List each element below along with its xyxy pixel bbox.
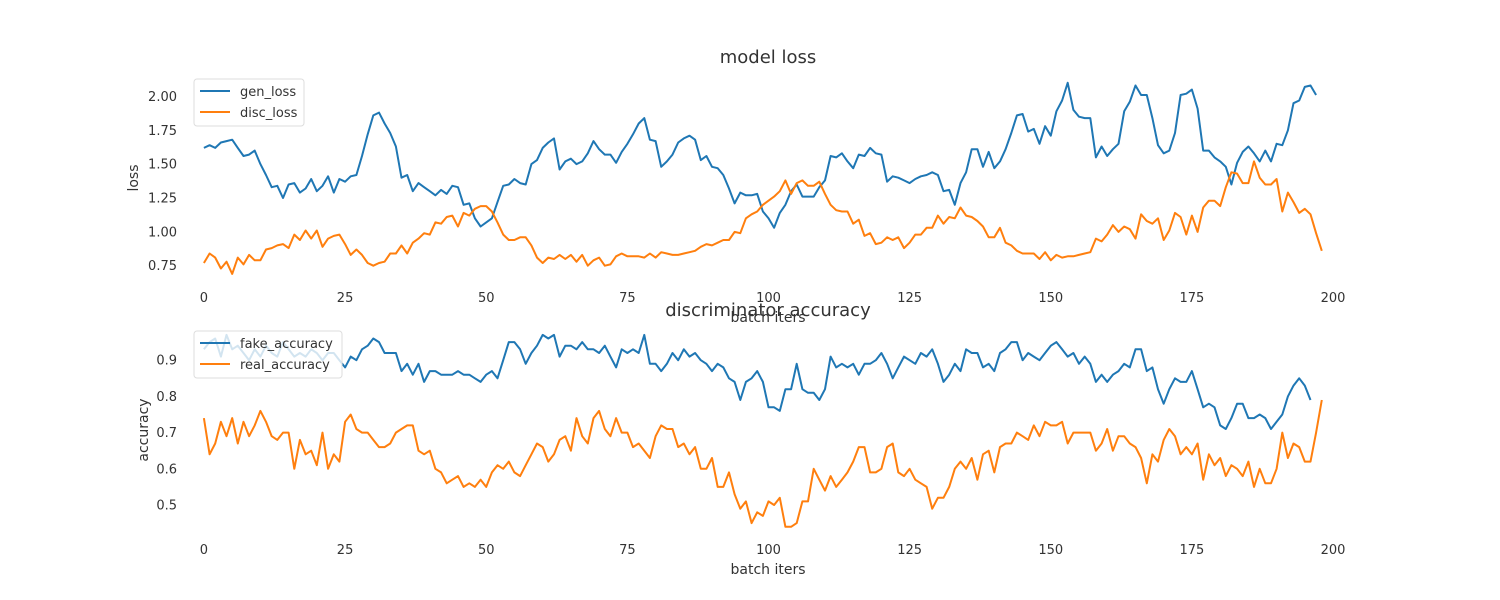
x-tick-label: 25 — [337, 291, 354, 306]
x-tick-label: 125 — [897, 291, 922, 306]
y-tick-label: 1.50 — [148, 158, 177, 173]
series-line-real-accuracy — [202, 399, 1323, 528]
legend-label-fake-accuracy: fake_accuracy — [240, 337, 333, 352]
legend: fake_accuracy real_accuracy — [193, 330, 343, 379]
discriminator-accuracy-chart: discriminator accuracy accuracy batch it… — [136, 300, 1345, 578]
x-tick-label: 175 — [1180, 543, 1205, 558]
y-tick-label: 0.6 — [156, 462, 177, 477]
x-tick-label: 75 — [619, 543, 636, 558]
legend-label-gen-loss: gen_loss — [240, 85, 296, 100]
legend-label-real-accuracy: real_accuracy — [240, 358, 330, 373]
y-tick-label: 0.7 — [156, 426, 177, 441]
series-lines — [203, 81, 1323, 275]
x-tick-label: 150 — [1038, 543, 1063, 558]
x-tick-label: 200 — [1321, 543, 1346, 558]
tick-labels: 0 25 50 75 100 125 150 175 200 0.75 1.00 1.25 1.50 1.… — [148, 90, 1345, 306]
legend-box — [193, 330, 343, 379]
y-tick-label: 1.25 — [148, 192, 177, 207]
y-axis-label: loss — [126, 164, 142, 191]
x-tick-label: 0 — [200, 543, 208, 558]
y-tick-label: 2.00 — [148, 90, 177, 105]
y-axis-label: accuracy — [136, 398, 152, 461]
x-tick-label: 25 — [337, 543, 354, 558]
x-tick-label: 75 — [619, 291, 636, 306]
x-tick-label: 175 — [1180, 291, 1205, 306]
x-axis-label: batch iters — [730, 562, 805, 578]
x-tick-label: 50 — [478, 543, 495, 558]
y-tick-label: 1.75 — [148, 124, 177, 139]
series-lines — [202, 333, 1323, 528]
series-line-disc-loss — [203, 160, 1323, 275]
y-tick-label: 0.5 — [156, 499, 177, 514]
x-tick-label: 0 — [200, 291, 208, 306]
x-tick-label: 125 — [897, 543, 922, 558]
series-line-fake-accuracy — [203, 333, 1312, 430]
y-tick-label: 0.9 — [156, 354, 177, 369]
y-tick-label: 0.8 — [156, 390, 177, 405]
x-tick-label: 200 — [1321, 291, 1346, 306]
model-loss-chart: model loss loss batch iters 0 25 50 75 100 12… — [126, 47, 1345, 326]
chart-title: model loss — [720, 47, 817, 68]
x-tick-label: 100 — [756, 543, 781, 558]
x-tick-label: 150 — [1038, 291, 1063, 306]
chart-title: discriminator accuracy — [665, 300, 871, 321]
series-line-gen-loss — [203, 81, 1317, 229]
legend: gen_loss disc_loss — [193, 78, 305, 127]
legend-label-disc-loss: disc_loss — [240, 106, 298, 121]
tick-labels: 0 25 50 75 100 125 150 175 200 0.5 0.6 0.7 0.8 0.9 — [156, 354, 1345, 558]
x-tick-label: 100 — [756, 291, 781, 306]
y-tick-label: 1.00 — [148, 225, 177, 240]
x-tick-label: 50 — [478, 291, 495, 306]
x-axis-label: batch iters — [730, 310, 805, 326]
y-tick-label: 0.75 — [148, 259, 177, 274]
